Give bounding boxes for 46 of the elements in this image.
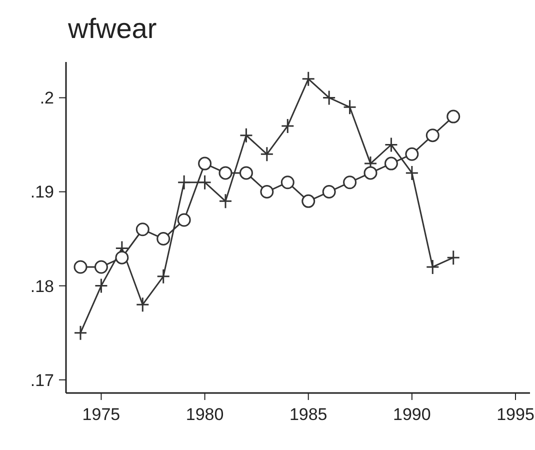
chart-title: wfwear bbox=[67, 13, 157, 44]
point bbox=[136, 296, 150, 312]
point bbox=[405, 165, 419, 181]
point bbox=[136, 222, 150, 236]
y-tick-label: .18 bbox=[30, 276, 54, 296]
point bbox=[384, 156, 398, 170]
point bbox=[198, 156, 212, 170]
point bbox=[302, 71, 316, 87]
point bbox=[94, 260, 108, 274]
point bbox=[343, 176, 357, 190]
point bbox=[302, 194, 316, 208]
point bbox=[280, 176, 294, 190]
point bbox=[239, 166, 253, 180]
point bbox=[156, 232, 170, 246]
point bbox=[364, 166, 378, 180]
point bbox=[260, 146, 274, 162]
y-tick-label: .19 bbox=[30, 182, 54, 202]
x-tick-label: 1995 bbox=[496, 405, 534, 424]
point bbox=[94, 278, 108, 294]
point bbox=[446, 250, 460, 266]
point bbox=[260, 185, 274, 199]
point bbox=[198, 174, 212, 190]
x-tick-label: 1985 bbox=[289, 405, 328, 424]
point bbox=[384, 137, 398, 152]
point bbox=[343, 99, 357, 115]
point bbox=[218, 166, 232, 180]
point bbox=[405, 147, 419, 161]
point bbox=[239, 128, 253, 144]
point bbox=[280, 118, 294, 134]
point bbox=[115, 250, 129, 264]
point bbox=[426, 128, 440, 142]
y-tick-label: .2 bbox=[40, 88, 54, 108]
point bbox=[177, 174, 191, 190]
point bbox=[446, 110, 460, 124]
x-tick-label: 1975 bbox=[82, 405, 120, 424]
x-tick-label: 1990 bbox=[393, 405, 431, 424]
point bbox=[177, 213, 191, 227]
point bbox=[426, 259, 440, 275]
y-tick-label: .17 bbox=[30, 370, 54, 390]
point bbox=[218, 193, 232, 209]
point bbox=[322, 90, 336, 106]
point bbox=[74, 260, 88, 274]
point bbox=[322, 185, 336, 199]
point bbox=[74, 325, 88, 341]
point bbox=[156, 268, 170, 284]
x-tick-label: 1980 bbox=[186, 405, 224, 424]
